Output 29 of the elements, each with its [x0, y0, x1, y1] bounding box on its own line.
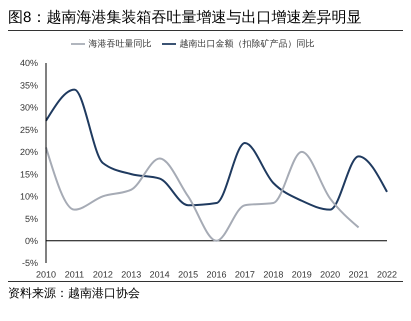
y-tick-label: 0%	[24, 236, 38, 246]
x-tick-label: 2021	[348, 269, 369, 280]
legend-label: 越南出口金额（扣除矿产品）同比	[180, 38, 314, 48]
x-tick-label: 2022	[376, 269, 398, 280]
x-tick-label: 2011	[64, 269, 84, 280]
y-tick-label: 5%	[24, 214, 38, 224]
y-tick-label: 15%	[20, 169, 38, 180]
x-tick-label: 2020	[320, 269, 340, 280]
x-tick-label: 2012	[92, 269, 113, 280]
y-tick-label: 10%	[20, 192, 38, 202]
x-tick-label: 2013	[121, 269, 142, 280]
y-tick-label: -5%	[22, 258, 38, 268]
y-tick-label: 20%	[20, 147, 38, 158]
y-tick-label: 30%	[20, 102, 38, 113]
y-tick-label: 35%	[20, 80, 38, 90]
x-tick-label: 2016	[206, 269, 227, 280]
x-tick-label: 2018	[263, 269, 284, 280]
y-tick-label: 40%	[20, 58, 38, 68]
x-tick-label: 2010	[36, 269, 56, 280]
legend-label: 海港吞吐量同比	[88, 38, 152, 48]
line-series	[45, 146, 360, 242]
line-series	[45, 88, 388, 211]
x-tick-label: 2015	[178, 269, 198, 280]
x-tick-label: 2014	[150, 269, 170, 280]
x-tick-label: 2019	[292, 269, 312, 280]
chart-title: 图8：越南海港集装箱吞吐量增速与出口增速差异明显	[8, 8, 403, 31]
x-tick-label: 2017	[234, 269, 255, 280]
y-tick-label: 25%	[20, 124, 38, 135]
text: 资料来源：越南港口协会	[8, 281, 403, 302]
